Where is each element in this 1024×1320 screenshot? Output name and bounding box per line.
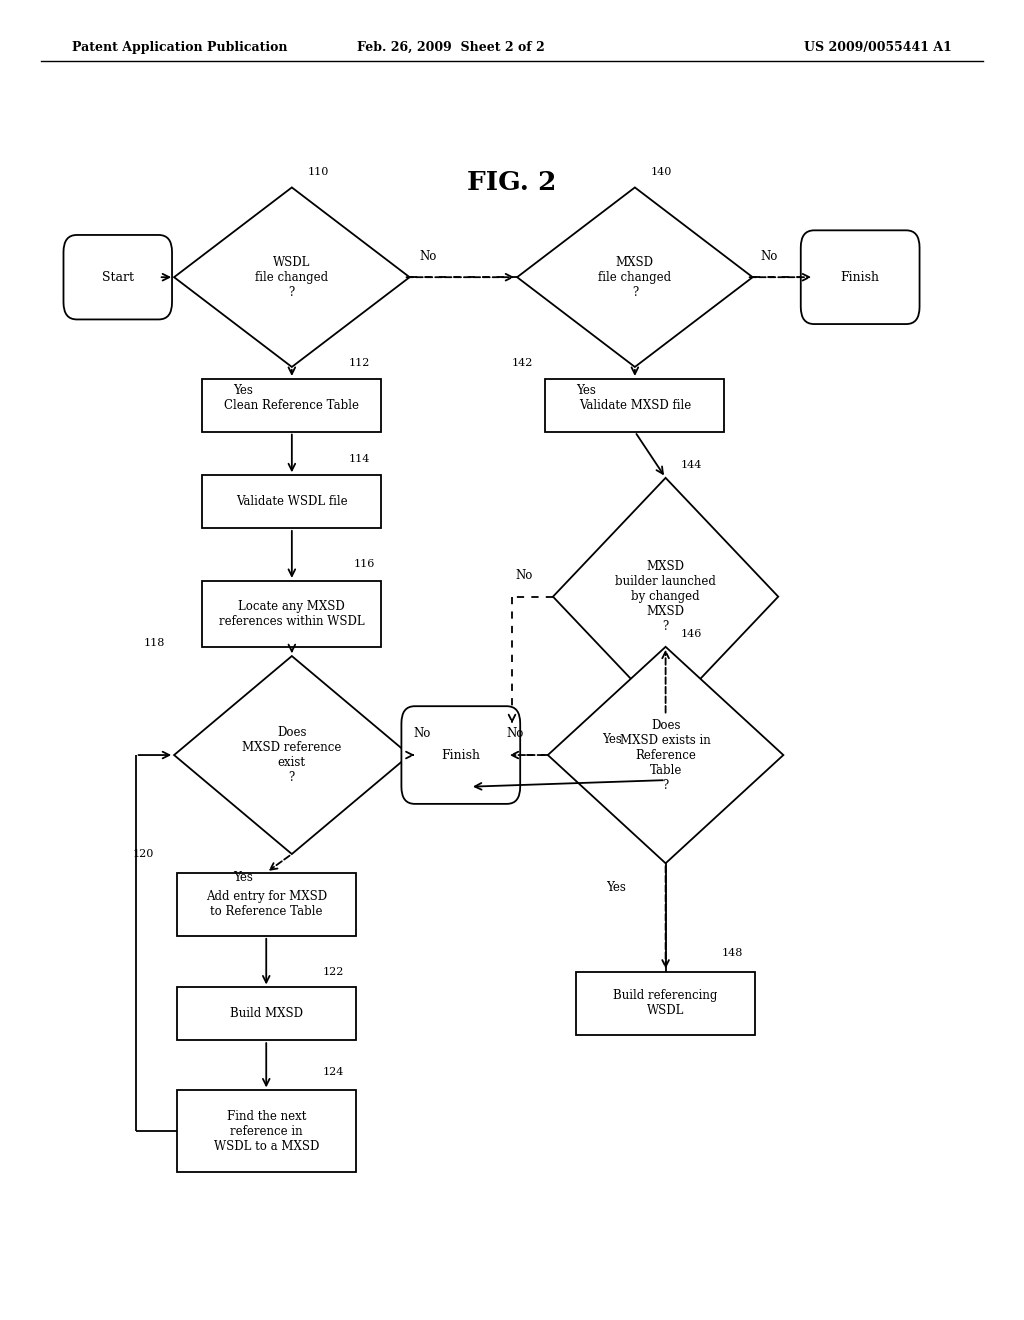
FancyBboxPatch shape <box>545 379 725 432</box>
Text: Yes: Yes <box>575 384 596 397</box>
Text: 112: 112 <box>348 358 370 368</box>
Text: Yes: Yes <box>602 733 623 746</box>
Text: No: No <box>761 249 777 263</box>
Text: FIG. 2: FIG. 2 <box>467 170 557 194</box>
Text: 146: 146 <box>681 628 702 639</box>
Text: 148: 148 <box>722 948 743 958</box>
Text: Build MXSD: Build MXSD <box>229 1007 303 1020</box>
Text: US 2009/0055441 A1: US 2009/0055441 A1 <box>805 41 952 54</box>
Text: Patent Application Publication: Patent Application Publication <box>72 41 287 54</box>
Text: 140: 140 <box>650 166 672 177</box>
Text: Finish: Finish <box>841 271 880 284</box>
Polygon shape <box>553 478 778 715</box>
Text: 114: 114 <box>348 454 370 465</box>
FancyBboxPatch shape <box>801 230 920 323</box>
FancyBboxPatch shape <box>202 581 381 647</box>
Text: 142: 142 <box>512 358 534 368</box>
Polygon shape <box>174 187 410 367</box>
Text: Yes: Yes <box>232 871 253 884</box>
Text: 116: 116 <box>353 558 375 569</box>
FancyBboxPatch shape <box>401 706 520 804</box>
Text: WSDL
file changed
?: WSDL file changed ? <box>255 256 329 298</box>
Text: Build referencing
WSDL: Build referencing WSDL <box>613 989 718 1018</box>
Text: 110: 110 <box>307 166 329 177</box>
FancyBboxPatch shape <box>202 475 381 528</box>
Text: 144: 144 <box>681 459 702 470</box>
Text: Clean Reference Table: Clean Reference Table <box>224 399 359 412</box>
Text: 122: 122 <box>323 966 344 977</box>
Text: 120: 120 <box>133 849 155 859</box>
Text: Yes: Yes <box>606 880 627 894</box>
Text: MXSD
builder launched
by changed
MXSD
?: MXSD builder launched by changed MXSD ? <box>615 560 716 634</box>
Text: Locate any MXSD
references within WSDL: Locate any MXSD references within WSDL <box>219 599 365 628</box>
FancyBboxPatch shape <box>63 235 172 319</box>
FancyBboxPatch shape <box>177 1090 356 1172</box>
Polygon shape <box>517 187 753 367</box>
Text: Find the next
reference in
WSDL to a MXSD: Find the next reference in WSDL to a MXS… <box>214 1110 318 1152</box>
Text: Yes: Yes <box>232 384 253 397</box>
Text: 118: 118 <box>143 638 165 648</box>
FancyBboxPatch shape <box>202 379 381 432</box>
Text: Finish: Finish <box>441 748 480 762</box>
Text: Validate WSDL file: Validate WSDL file <box>236 495 348 508</box>
Text: Feb. 26, 2009  Sheet 2 of 2: Feb. 26, 2009 Sheet 2 of 2 <box>356 41 545 54</box>
Text: No: No <box>516 569 532 582</box>
Text: No: No <box>414 727 430 741</box>
FancyBboxPatch shape <box>177 987 356 1040</box>
Text: MXSD
file changed
?: MXSD file changed ? <box>598 256 672 298</box>
Polygon shape <box>548 647 783 863</box>
Text: No: No <box>420 249 436 263</box>
FancyBboxPatch shape <box>575 972 756 1035</box>
Text: Does
MXSD reference
exist
?: Does MXSD reference exist ? <box>242 726 342 784</box>
Text: Start: Start <box>101 271 134 284</box>
Text: 124: 124 <box>323 1067 344 1077</box>
Text: Add entry for MXSD
to Reference Table: Add entry for MXSD to Reference Table <box>206 890 327 919</box>
FancyBboxPatch shape <box>177 873 356 936</box>
Polygon shape <box>174 656 410 854</box>
Text: No: No <box>507 727 523 741</box>
Text: Validate MXSD file: Validate MXSD file <box>579 399 691 412</box>
Text: Does
MXSD exists in
Reference
Table
?: Does MXSD exists in Reference Table ? <box>621 718 711 792</box>
